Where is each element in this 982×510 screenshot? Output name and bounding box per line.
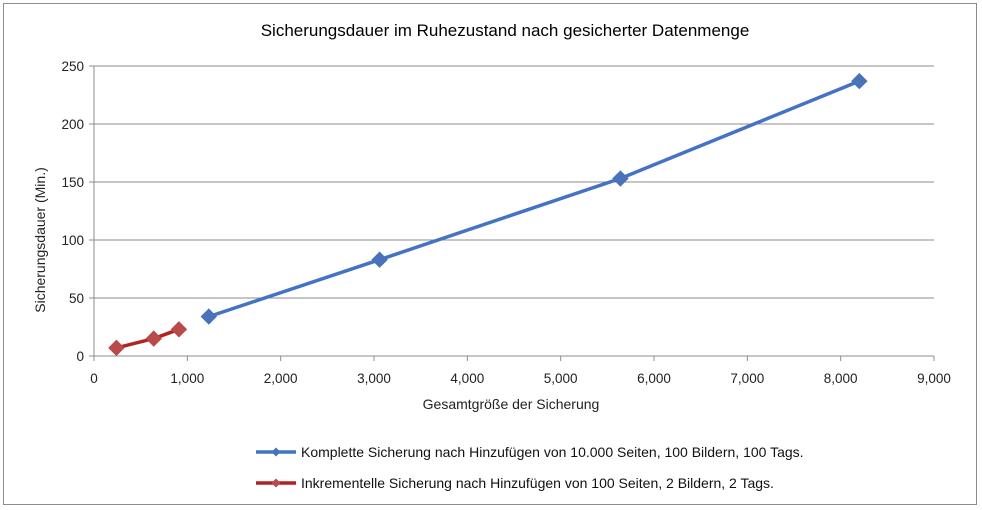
legend-label-1: Inkrementelle Sicherung nach Hinzufügen … <box>301 475 774 491</box>
chart-title: Sicherungsdauer im Ruhezustand nach gesi… <box>261 21 750 40</box>
tick-labels: 0 50 100 150 200 250 0 1,000 2,000 3,000 4,000 5,00… <box>61 59 950 386</box>
series-1-point <box>145 330 162 347</box>
chart-frame <box>3 3 977 505</box>
legend-swatch-marker-0 <box>271 447 281 457</box>
y-tick-label: 0 <box>76 349 84 364</box>
x-tick-label: 9,000 <box>917 371 951 386</box>
y-tick-label: 100 <box>61 233 84 248</box>
x-tick-label: 8,000 <box>824 371 858 386</box>
x-axis-label: Gesamtgröße der Sicherung <box>423 396 600 412</box>
series-0-point <box>851 72 868 90</box>
y-tick-label: 250 <box>61 59 84 74</box>
y-axis-label: Sicherungsdauer (Min.) <box>32 167 48 313</box>
x-tick-label: 6,000 <box>637 371 671 386</box>
axes <box>89 65 935 361</box>
x-tick-label: 5,000 <box>544 371 578 386</box>
series-0-point <box>200 308 218 325</box>
x-tick-label: 7,000 <box>730 371 764 386</box>
gridlines <box>94 65 934 299</box>
y-tick-label: 50 <box>69 291 84 306</box>
series-1-point <box>108 339 125 357</box>
series-1-point <box>170 321 188 338</box>
y-tick-label: 150 <box>61 175 84 190</box>
legend: Komplette Sicherung nach Hinzufügen von … <box>256 444 804 491</box>
x-tick-label: 0 <box>90 371 98 386</box>
x-tick-label: 4,000 <box>450 371 484 386</box>
legend-swatch-marker-1 <box>271 478 281 488</box>
series-0-point <box>371 251 388 268</box>
x-tick-label: 2,000 <box>264 371 298 386</box>
series-0-point <box>612 170 629 187</box>
y-tick-label: 200 <box>61 117 84 132</box>
legend-label-0: Komplette Sicherung nach Hinzufügen von … <box>301 444 804 460</box>
data-series <box>108 72 868 357</box>
x-tick-label: 1,000 <box>170 371 204 386</box>
x-tick-label: 3,000 <box>357 371 391 386</box>
series-0-line <box>208 79 860 319</box>
